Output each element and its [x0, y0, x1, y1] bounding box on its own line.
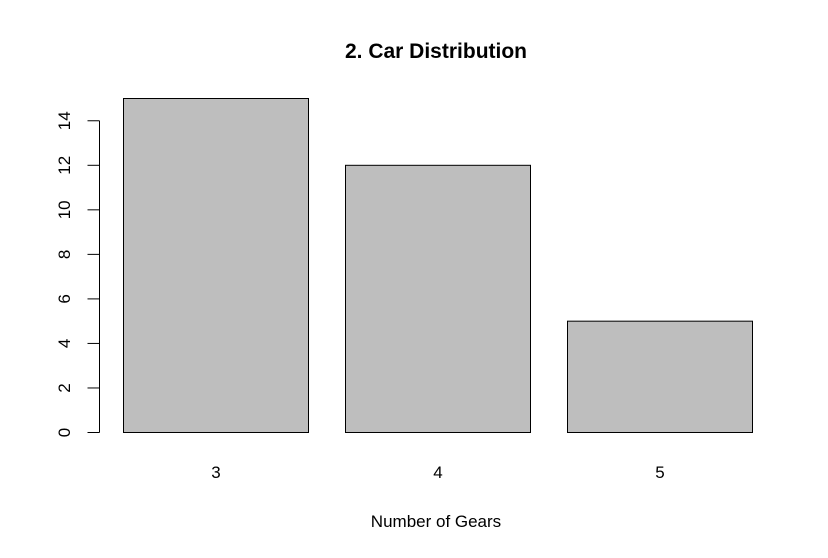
- y-tick-label: 14: [55, 111, 74, 130]
- y-tick-label: 12: [55, 156, 74, 175]
- bars-group: [123, 98, 753, 434]
- y-tick-label: 0: [55, 428, 74, 437]
- bar-gear-3: [123, 98, 309, 433]
- x-axis-title: Number of Gears: [371, 512, 501, 531]
- x-tick-label: 4: [433, 463, 442, 482]
- x-axis-labels: 3 4 5: [211, 463, 664, 482]
- y-tick-label: 4: [55, 339, 74, 348]
- y-tick-label: 6: [55, 294, 74, 303]
- y-tick-label: 8: [55, 250, 74, 259]
- bar-gear-5: [567, 320, 753, 433]
- chart-title: 2. Car Distribution: [345, 40, 527, 63]
- y-tick-label: 2: [55, 383, 74, 392]
- x-tick-label: 3: [211, 463, 220, 482]
- y-tick-label: 10: [55, 200, 74, 219]
- x-tick-label: 5: [655, 463, 664, 482]
- y-axis: 0 2 4 6 8 10 12 14: [55, 111, 100, 437]
- bar-gear-4: [345, 164, 531, 434]
